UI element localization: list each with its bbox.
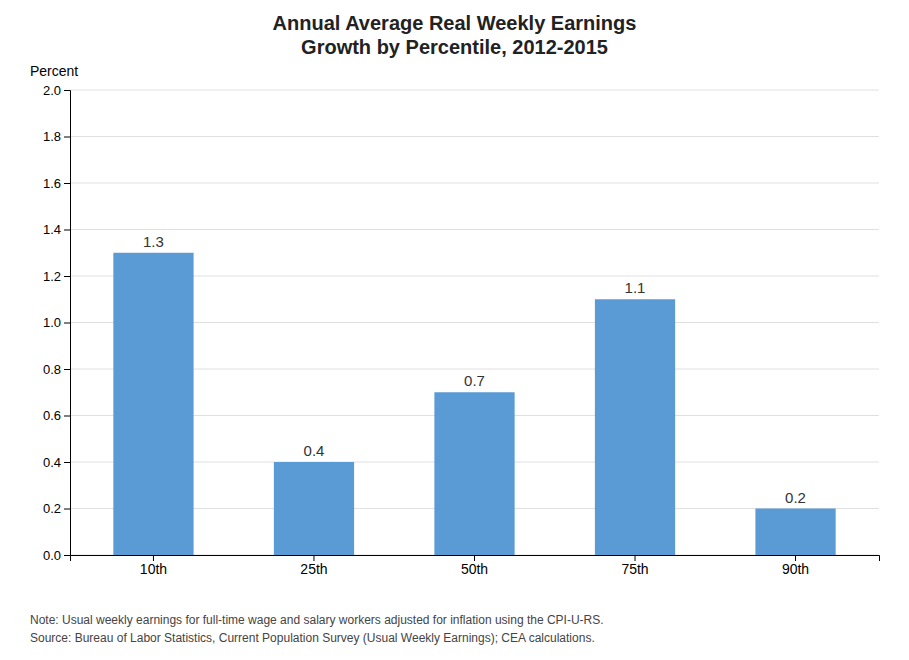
title: Annual Average Real Weekly EarningsGrowt… <box>273 12 637 58</box>
tick-mark <box>64 416 70 417</box>
tick-label: 1.8 <box>43 129 61 144</box>
x-tick: 25th <box>300 555 327 577</box>
bar <box>755 509 835 556</box>
tick-mark <box>64 230 70 231</box>
tick-mark <box>64 137 70 138</box>
y-tick: 0.2 <box>43 501 70 516</box>
y-tick: 0.4 <box>43 455 70 470</box>
y-tick: 0.8 <box>43 362 70 377</box>
data-label: 1.3 <box>143 233 164 250</box>
data-label: 1.1 <box>625 279 646 296</box>
chart-container: Annual Average Real Weekly EarningsGrowt… <box>0 0 909 660</box>
data-label: 0.2 <box>785 489 806 506</box>
notes: Note: Usual weekly earnings for full-tim… <box>30 613 604 645</box>
tick-mark <box>64 90 70 91</box>
note: Source: Bureau of Labor Statistics, Curr… <box>30 631 595 645</box>
grid-line <box>70 229 879 230</box>
tick-label: 0.6 <box>43 408 61 423</box>
plot: 10th 25th 50th 75th 90th 0.0 0.2 0.4 0.6 0.8 1.0 1.… <box>30 63 880 577</box>
y-tick: 1.6 <box>43 176 70 191</box>
y-tick: 1.0 <box>43 315 70 330</box>
x-tick: 75th <box>621 555 648 577</box>
y-tick: 2.0 <box>43 83 70 98</box>
tick-label: 50th <box>461 561 488 577</box>
data-label: 0.4 <box>304 442 325 459</box>
bars <box>113 253 835 555</box>
x-tick: 50th <box>461 555 488 577</box>
x-tick: 90th <box>782 555 809 577</box>
axis-line <box>64 91 71 556</box>
tick-mark <box>64 509 70 510</box>
tick-label: 25th <box>300 561 327 577</box>
tick-label: 1.0 <box>43 315 61 330</box>
tick-label: 1.2 <box>43 269 61 284</box>
tick-label: 0.8 <box>43 362 61 377</box>
tick-mark <box>64 369 70 370</box>
tick-mark <box>64 183 70 184</box>
grid-line <box>70 136 879 137</box>
grid-line <box>70 90 879 91</box>
data-label: 0.7 <box>464 372 485 389</box>
tick-label: 75th <box>621 561 648 577</box>
tick-label: 0.0 <box>43 548 61 563</box>
y-axis: 0.0 0.2 0.4 0.6 0.8 1.0 1.2 1.4 1.6 1.8 2.0 <box>43 83 71 563</box>
tick-label: 0.4 <box>43 455 61 470</box>
chart: Annual Average Real Weekly EarningsGrowt… <box>0 0 909 660</box>
note: Note: Usual weekly earnings for full-tim… <box>30 613 604 627</box>
tick-mark <box>64 276 70 277</box>
bar <box>434 392 514 555</box>
tick-label: 1.6 <box>43 176 61 191</box>
tick-label: 90th <box>782 561 809 577</box>
tick-label: 2.0 <box>43 83 61 98</box>
tick-mark <box>64 323 70 324</box>
tick-label: 0.2 <box>43 501 61 516</box>
grid-line <box>70 183 879 184</box>
x-tick: 10th <box>140 555 167 577</box>
y-label: Percent <box>30 63 78 79</box>
tick-mark <box>64 462 70 463</box>
y-tick: 1.2 <box>43 269 70 284</box>
tick-label: 10th <box>140 561 167 577</box>
bar <box>595 299 675 555</box>
y-tick: 0.6 <box>43 408 70 423</box>
y-tick: 0.0 <box>43 548 70 563</box>
grid <box>70 90 879 555</box>
x-axis: 10th 25th 50th 75th 90th <box>71 555 880 577</box>
tick-label: 1.4 <box>43 222 61 237</box>
bar <box>274 462 354 555</box>
tick-mark <box>64 555 70 556</box>
y-tick: 1.8 <box>43 129 70 144</box>
bar <box>113 253 193 555</box>
y-tick: 1.4 <box>43 222 70 237</box>
data-labels: 1.3 0.4 0.7 1.1 0.2 <box>143 233 806 506</box>
